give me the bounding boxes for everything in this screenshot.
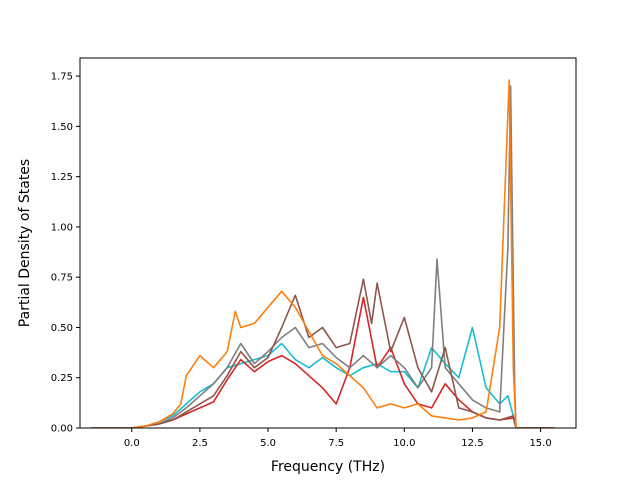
x-axis-label: Frequency (THz) <box>271 459 385 475</box>
y-tick-label: 1.00 <box>51 222 73 233</box>
y-tick-label: 1.25 <box>51 172 73 183</box>
y-axis: 0.00 0.25 0.50 0.75 1.00 1.25 1.50 1.75 <box>51 72 80 435</box>
x-tick-label: 0.0 <box>124 438 140 449</box>
x-tick-label: 5.0 <box>260 438 276 449</box>
series-line-3 <box>90 85 555 428</box>
plot-frame <box>79 57 577 429</box>
y-tick-label: 0.25 <box>51 373 73 384</box>
series-line-4 <box>90 278 555 428</box>
x-tick-label: 15.0 <box>529 438 551 449</box>
x-tick-label: 2.5 <box>192 438 208 449</box>
y-tick-label: 0.75 <box>51 273 73 284</box>
series-layer <box>90 79 555 428</box>
series-line-2 <box>90 296 555 428</box>
y-axis-label: Partial Density of States <box>17 159 33 327</box>
x-axis: 0.0 2.5 5.0 7.5 10.0 12.5 15.0 <box>124 428 552 449</box>
x-tick-label: 10.0 <box>393 438 415 449</box>
y-tick-label: 0.50 <box>51 323 73 334</box>
series-line-5 <box>90 79 555 428</box>
y-tick-label: 0.00 <box>51 424 73 435</box>
y-tick-label: 1.50 <box>51 122 73 133</box>
x-tick-label: 12.5 <box>461 438 483 449</box>
y-tick-label: 1.75 <box>51 72 73 83</box>
series-line-1 <box>90 326 555 428</box>
x-tick-label: 7.5 <box>328 438 344 449</box>
